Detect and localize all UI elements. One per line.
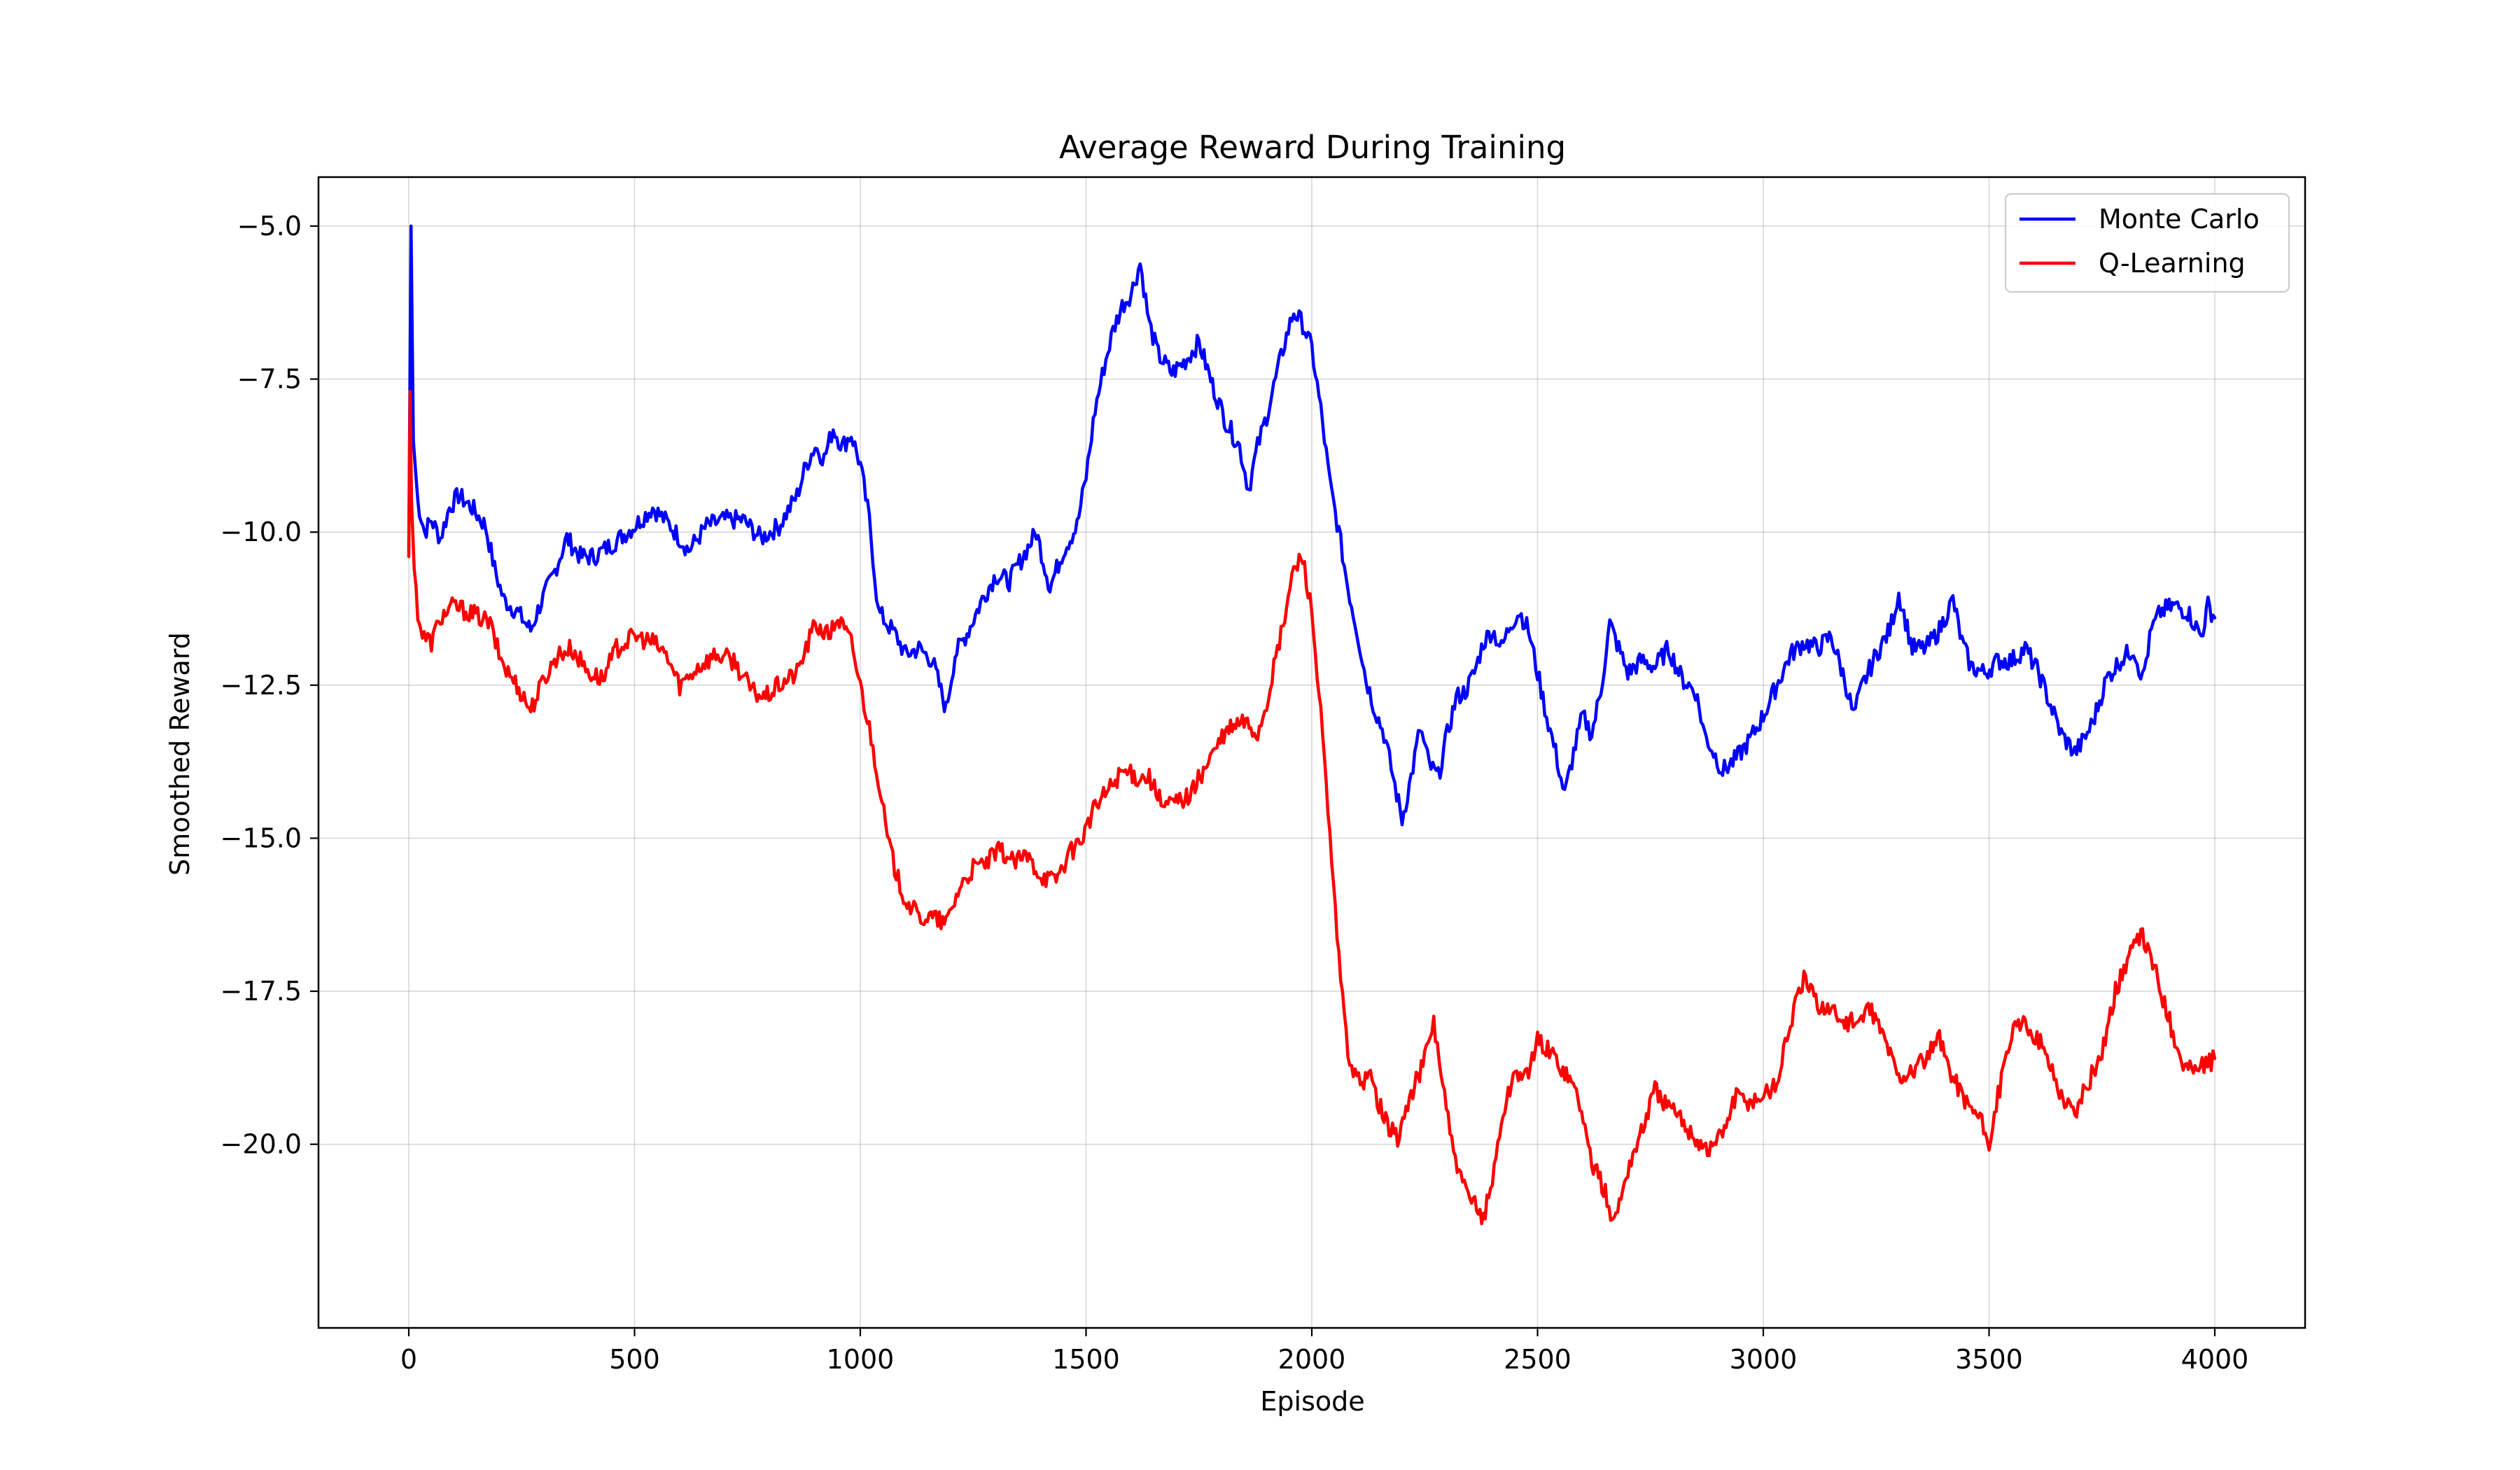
y-tick-label: −15.0 <box>220 822 302 853</box>
plot-series <box>407 224 2217 1226</box>
legend-label-monte-carlo: Monte Carlo <box>2099 204 2260 234</box>
chart-title: Average Reward During Training <box>1059 129 1566 166</box>
y-axis-label: Smoothed Reward <box>164 632 195 876</box>
x-tick-label: 2000 <box>1278 1344 1346 1375</box>
grid-lines <box>318 177 2305 1328</box>
legend-box <box>2004 192 2290 293</box>
legend: Monte Carlo Q-Learning <box>2004 192 2290 293</box>
y-axis-ticks: −5.0 −7.5 −10.0 −12.5 −15.0 −17.5 −20.0 <box>220 211 318 1160</box>
x-tick-label: 500 <box>609 1344 660 1375</box>
series-line-monte-carlo <box>407 224 2217 827</box>
x-tick-label: 2500 <box>1504 1344 1572 1375</box>
x-tick-label: 3000 <box>1730 1344 1798 1375</box>
x-axis-ticks: 0 500 1000 1500 2000 2500 3000 3500 4000 <box>400 1328 2248 1375</box>
x-tick-label: 1000 <box>827 1344 895 1375</box>
x-tick-label: 0 <box>400 1344 417 1375</box>
y-tick-label: −7.5 <box>237 364 302 395</box>
series-line-q-learning <box>407 389 2217 1226</box>
y-tick-label: −10.0 <box>220 517 302 547</box>
x-tick-label: 3500 <box>1955 1344 2023 1375</box>
y-tick-label: −5.0 <box>237 211 302 241</box>
x-axis-label: Episode <box>1260 1386 1364 1417</box>
y-tick-label: −12.5 <box>220 670 302 701</box>
y-tick-label: −20.0 <box>220 1129 302 1160</box>
x-tick-label: 4000 <box>2181 1344 2249 1375</box>
legend-label-q-learning: Q-Learning <box>2099 248 2246 279</box>
x-tick-label: 1500 <box>1052 1344 1120 1375</box>
y-tick-label: −17.5 <box>220 976 302 1007</box>
